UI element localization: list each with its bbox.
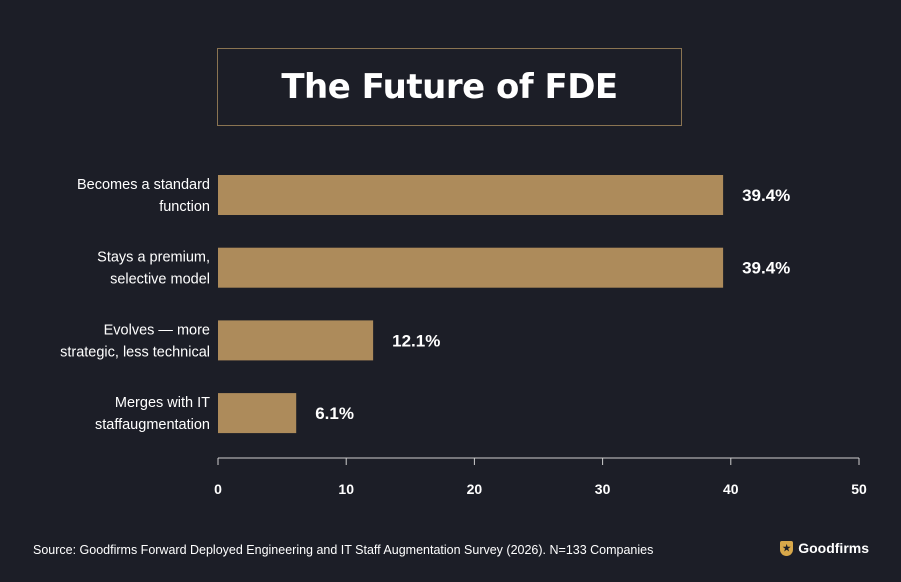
x-tick-label: 20 bbox=[467, 481, 483, 497]
category-label: staffaugmentation bbox=[95, 417, 210, 433]
bar-value-label: 39.4% bbox=[742, 186, 790, 205]
bar-value-label: 39.4% bbox=[742, 259, 790, 278]
source-note: Source: Goodfirms Forward Deployed Engin… bbox=[33, 543, 654, 557]
brand-logo: ★ Goodfirms bbox=[780, 540, 869, 556]
bar-value-label: 6.1% bbox=[315, 404, 354, 423]
x-tick-label: 50 bbox=[851, 481, 867, 497]
brand-name: Goodfirms bbox=[798, 540, 869, 556]
title-box: The Future of FDE bbox=[217, 48, 682, 126]
category-label: function bbox=[159, 199, 210, 215]
category-label: Becomes a standard bbox=[77, 177, 210, 193]
x-tick-label: 10 bbox=[338, 481, 354, 497]
x-tick-label: 30 bbox=[595, 481, 611, 497]
category-label: Merges with IT bbox=[115, 395, 210, 411]
bar bbox=[218, 320, 374, 361]
category-label: strategic, less technical bbox=[60, 344, 210, 360]
goodfirms-shield-icon: ★ bbox=[780, 540, 794, 556]
category-label: Stays a premium, bbox=[97, 250, 210, 266]
bar bbox=[218, 393, 297, 434]
category-label: selective model bbox=[110, 272, 210, 288]
x-tick-label: 0 bbox=[214, 481, 222, 497]
bar bbox=[218, 247, 724, 288]
bar-value-label: 12.1% bbox=[392, 331, 440, 350]
bar bbox=[218, 175, 724, 215]
x-tick-label: 40 bbox=[723, 481, 739, 497]
category-label: Evolves — more bbox=[104, 322, 210, 338]
chart-title: The Future of FDE bbox=[281, 67, 618, 107]
